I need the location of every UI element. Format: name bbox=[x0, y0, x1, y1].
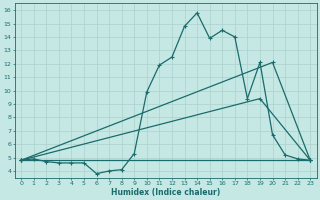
X-axis label: Humidex (Indice chaleur): Humidex (Indice chaleur) bbox=[111, 188, 220, 197]
